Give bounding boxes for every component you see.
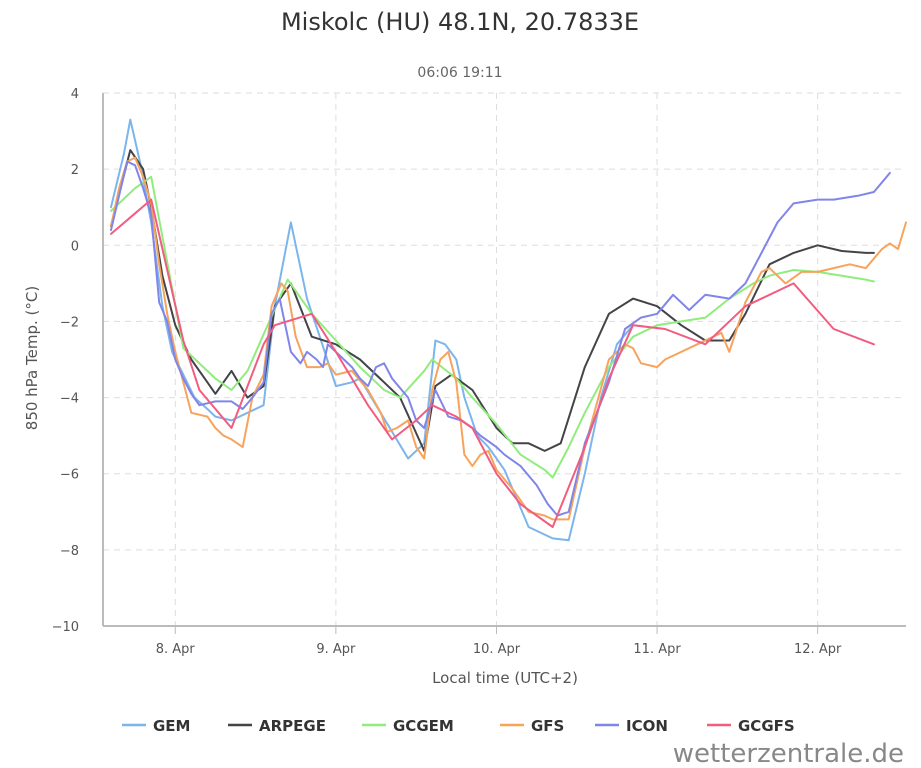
legend-item-gfs[interactable]: GFS [531,717,564,735]
legend-item-gcgfs[interactable]: GCGFS [738,717,795,735]
legend: GEM ARPEGE GCGEM GFS ICON GCGFS [122,717,795,735]
chart-subtitle: 06:06 19:11 [417,65,502,81]
y-tick-label: −6 [60,468,79,483]
x-axis-ticks: 8. Apr 9. Apr 10. Apr 11. Apr 12. Apr [156,642,842,657]
series-line-gcgfs [110,198,875,528]
y-tick-label: 0 [71,239,79,254]
y-tick-label: 4 [71,87,79,102]
series-line-arpege [110,149,875,452]
x-tick-label: 11. Apr [633,642,681,657]
y-tick-label: −8 [60,544,79,559]
y-tick-label: −4 [60,392,79,407]
x-tick-label: 12. Apr [794,642,842,657]
y-tick-label: −2 [60,315,79,330]
y-axis-title: 850 hPa Temp. (°C) [23,286,41,430]
y-tick-label: 2 [71,163,79,178]
x-tick-label: 8. Apr [156,642,196,657]
series-line-gcgem [110,175,875,479]
credit-text: wetterzentrale.de [673,739,904,768]
y-tick-label: −10 [52,620,79,635]
series-line-gem [110,118,634,542]
x-tick-label: 9. Apr [316,642,356,657]
series-line-gfs [110,156,907,521]
legend-item-gem[interactable]: GEM [153,717,191,735]
grid-lines [103,92,906,626]
legend-item-gcgem[interactable]: GCGEM [393,717,454,735]
x-axis-title: Local time (UTC+2) [432,669,578,687]
series-lines [110,118,907,542]
legend-item-icon[interactable]: ICON [626,717,668,735]
series-line-icon [110,160,891,517]
legend-item-arpege[interactable]: ARPEGE [259,717,326,735]
y-axis-ticks: 4 2 0 −2 −4 −6 −8 −10 [52,87,79,635]
x-tick-label: 10. Apr [473,642,521,657]
axes [102,93,906,634]
chart-title: Miskolc (HU) 48.1N, 20.7833E [281,8,639,36]
